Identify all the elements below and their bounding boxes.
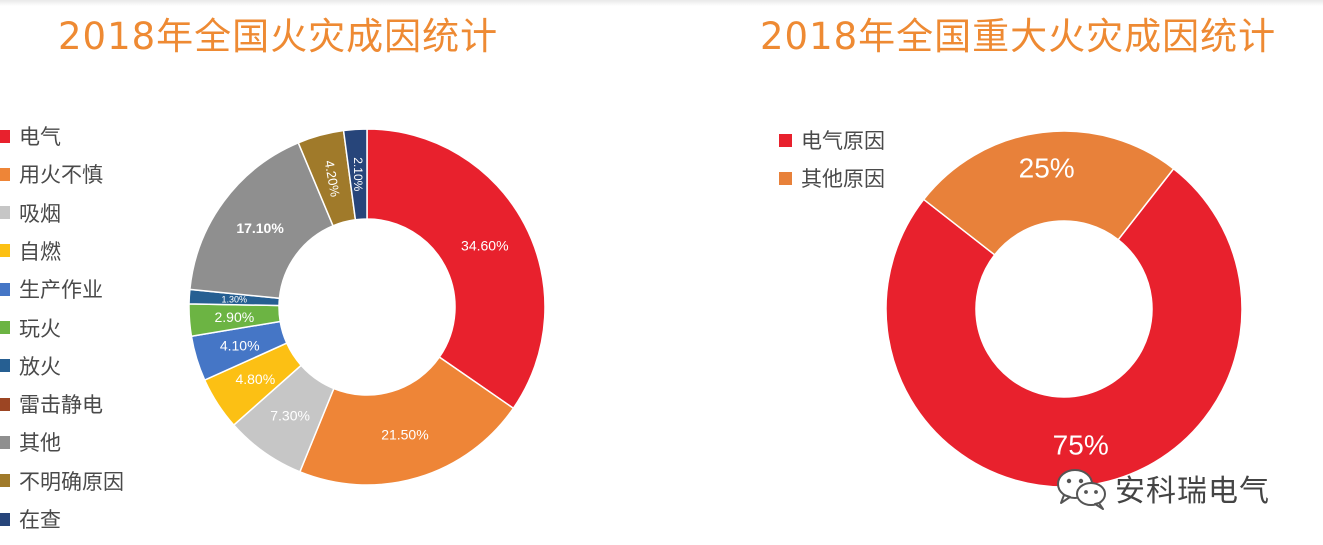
data-label: 2.10%: [351, 157, 365, 191]
legend-label: 生产作业: [19, 278, 103, 303]
legend-swatch: [0, 321, 10, 334]
data-label: 34.60%: [461, 237, 508, 253]
legend-item: 雷击静电: [0, 389, 103, 419]
legend-item: 不明确原因: [0, 466, 124, 496]
data-label: 17.10%: [236, 220, 284, 236]
legend-label: 放火: [19, 354, 61, 379]
legend-label: 电气: [19, 125, 61, 149]
donut-slice: [366, 128, 546, 410]
legend-swatch: [0, 244, 10, 258]
legend-swatch: [0, 282, 10, 296]
watermark: 安科瑞电气: [1055, 466, 1270, 510]
chart-title-right: 2018年全国重大火灾成因统计: [760, 15, 1277, 58]
legend-swatch: [0, 206, 10, 220]
legend-item: 用火不慎: [0, 159, 103, 189]
legend-label: 在查: [19, 508, 61, 532]
chart-title-left: 2018年全国火灾成因统计: [58, 15, 499, 58]
wechat-icon: [1057, 469, 1106, 510]
legend-swatch: [0, 397, 10, 411]
legend-swatch: [0, 129, 10, 143]
legend-label: 电气原因: [801, 129, 885, 153]
legend-swatch: [0, 167, 10, 181]
legend-left: 电气用火不慎吸烟自燃生产作业玩火放火雷击静电其他不明确原因在查: [0, 0, 167, 545]
legend-label: 不明确原因: [19, 469, 124, 494]
legend-right: 电气原因 其他原因: [779, 125, 929, 205]
legend-item: 玩火: [0, 313, 61, 343]
legend-swatch: [0, 435, 10, 449]
legend-label: 雷击静电: [19, 393, 103, 418]
legend-item: 吸烟: [0, 198, 61, 228]
legend-swatch: [0, 474, 10, 488]
data-label: 2.90%: [215, 309, 255, 325]
top-shadow-bar: [0, 0, 1323, 6]
legend-item: 其他: [0, 427, 61, 457]
data-label: 4.80%: [235, 371, 275, 387]
legend-item: 电气: [0, 121, 61, 151]
legend-item: 电气原因: [779, 125, 885, 155]
legend-swatch: [0, 359, 10, 373]
legend-swatch: [779, 171, 792, 185]
data-label: 7.30%: [270, 408, 310, 424]
donut-slice: [922, 130, 1175, 256]
donut-slice: [298, 356, 515, 486]
data-label: 4.10%: [220, 338, 260, 354]
legend-label: 其他: [19, 431, 61, 456]
legend-label: 用火不慎: [19, 163, 103, 188]
legend-item: 在查: [0, 504, 61, 534]
data-label: 25%: [1019, 153, 1075, 184]
legend-item: 自燃: [0, 236, 61, 266]
legend-item: 放火: [0, 351, 61, 381]
data-label: 21.50%: [381, 426, 428, 442]
donut-slice: [342, 128, 368, 221]
legend-label: 自燃: [19, 239, 61, 264]
legend-item: 生产作业: [0, 274, 103, 304]
data-label: 1.30%: [221, 294, 247, 304]
legend-swatch: [779, 133, 792, 147]
legend-label: 吸烟: [19, 201, 61, 226]
data-label: 4.20%: [322, 159, 343, 198]
legend-item: 其他原因: [779, 163, 885, 193]
watermark-text: 安科瑞电气: [1115, 474, 1270, 509]
data-label: 75%: [1053, 429, 1109, 460]
legend-swatch: [0, 512, 10, 526]
legend-label: 玩火: [19, 316, 61, 341]
donut-slice: [885, 167, 1243, 488]
donut-slice: [189, 141, 335, 300]
legend-label: 其他原因: [801, 167, 885, 191]
